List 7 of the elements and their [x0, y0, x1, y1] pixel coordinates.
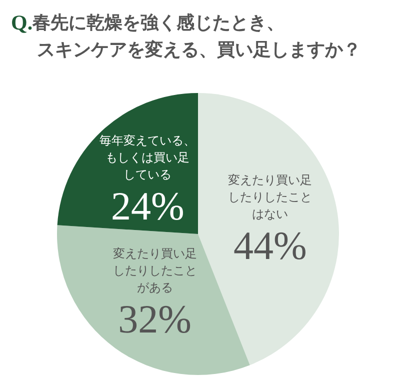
- chart-title: Q.春先に乾燥を強く感じたとき、スキンケアを変える、買い足しますか？: [11, 10, 361, 60]
- data-label: 24%: [111, 183, 184, 228]
- slice-label: 変えたり買い足したりしたことがある: [112, 246, 197, 294]
- slice-label: 変えたり買い足したりしたことはない: [228, 173, 312, 222]
- data-label: 44%: [234, 223, 307, 268]
- slice-label: 毎年変えている、もしくは買い足している: [100, 133, 196, 182]
- data-label: 32%: [118, 296, 192, 342]
